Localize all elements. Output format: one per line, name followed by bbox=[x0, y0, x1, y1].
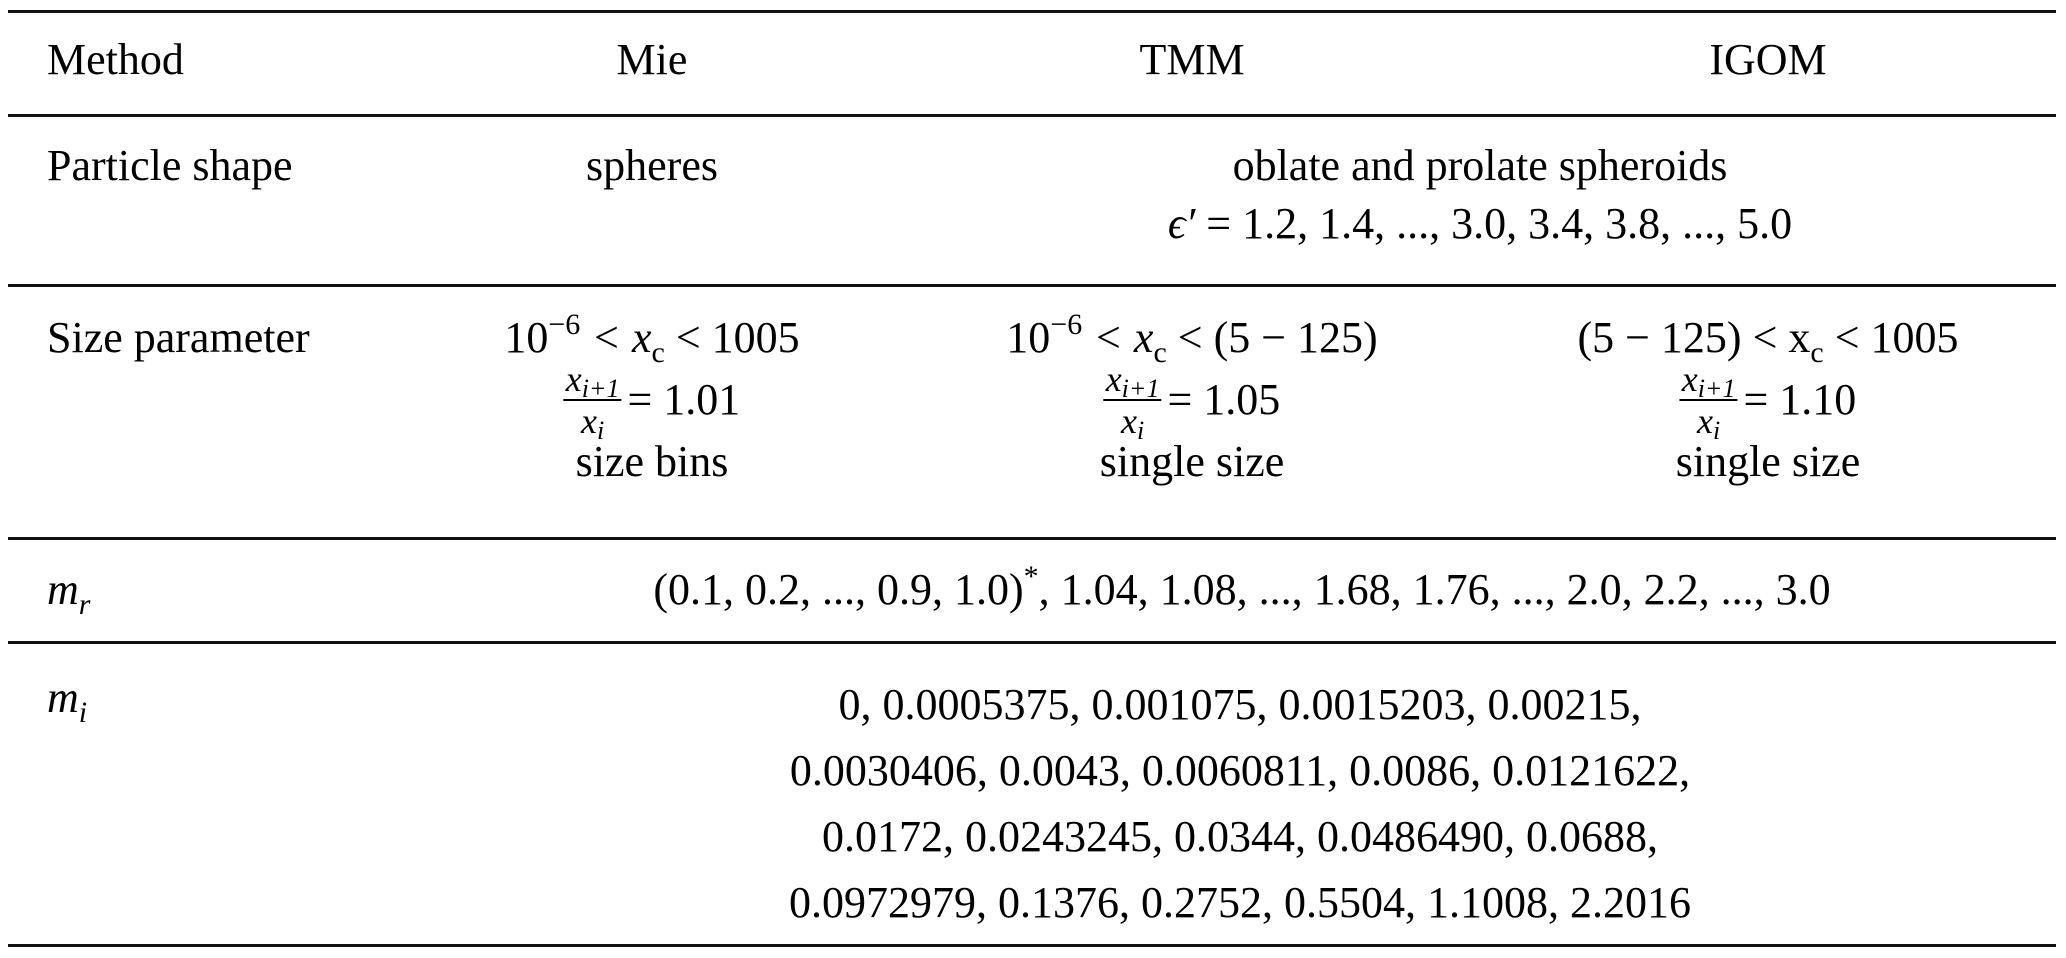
fraction-denominator: x bbox=[1120, 401, 1137, 441]
tmm-range: 10−6 < xc < (5 − 125) bbox=[1006, 310, 1378, 368]
fraction-numerator: x bbox=[1681, 359, 1698, 399]
header-igom: IGOM bbox=[1709, 35, 1827, 84]
top-rule bbox=[8, 10, 2056, 13]
ratio-fraction: xi+1 xi bbox=[563, 359, 622, 444]
numerator-subscript: i+1 bbox=[1121, 374, 1160, 403]
fraction-numerator: x bbox=[1105, 359, 1122, 399]
numerator-subscript: i+1 bbox=[581, 374, 620, 403]
size-rule bbox=[8, 537, 2056, 540]
epsilon-prime-symbol: ϵ′ bbox=[1167, 199, 1196, 248]
tmm-ratio: xi+1 xi = 1.05 bbox=[1006, 359, 1377, 444]
range-upper: < 1005 bbox=[664, 313, 800, 362]
range-variable: < x bbox=[1082, 313, 1154, 362]
denominator-subscript: i bbox=[1712, 416, 1721, 445]
bottom-rule bbox=[8, 944, 2056, 947]
m-symbol: m bbox=[47, 565, 79, 614]
m-i-line: 0, 0.0005375, 0.001075, 0.0015203, 0.002… bbox=[838, 680, 1642, 729]
aspect-ratio-values: ϵ′ = 1.2, 1.4, ..., 3.0, 3.4, 3.8, ..., … bbox=[1168, 198, 1792, 250]
shape-rule bbox=[8, 284, 2056, 287]
m-r-values-low: (0.1, 0.2, ..., 0.9, 1.0) bbox=[653, 565, 1024, 614]
particle-shape-mie: spheres bbox=[586, 141, 718, 190]
row-label-size-parameter: Size parameter bbox=[47, 313, 310, 362]
header-tmm: TMM bbox=[1139, 35, 1245, 84]
range-subscript: c bbox=[651, 336, 665, 369]
ratio-value: = 1.10 bbox=[1743, 375, 1857, 424]
spheroids-text: oblate and prolate spheroids bbox=[1232, 141, 1728, 190]
tmm-mode: single size bbox=[1099, 437, 1285, 486]
denominator-subscript: i bbox=[1136, 416, 1145, 445]
size-parameter-tmm: 10−6 < xc < (5 − 125) xi+1 xi = 1.05 sin… bbox=[1006, 310, 1378, 488]
footnote-star: * bbox=[1023, 560, 1039, 593]
ratio-fraction: xi+1 xi bbox=[1103, 359, 1162, 444]
range-variable: < x bbox=[580, 313, 652, 362]
range-upper: < (5 − 125) bbox=[1166, 313, 1378, 362]
row-label-particle-shape: Particle shape bbox=[47, 141, 293, 190]
mie-range: 10−6 < xc < 1005 bbox=[504, 310, 800, 368]
numerator-subscript: i+1 bbox=[1697, 374, 1736, 403]
range-exponent: −6 bbox=[1050, 308, 1083, 341]
mie-ratio: xi+1 xi = 1.01 bbox=[504, 359, 799, 444]
header-rule bbox=[8, 114, 2056, 117]
ratio-value: = 1.05 bbox=[1167, 375, 1281, 424]
range-upper: < 1005 bbox=[1823, 313, 1959, 362]
range-base: 10 bbox=[504, 313, 549, 362]
mr-rule bbox=[8, 641, 2056, 644]
denominator-subscript: i bbox=[596, 416, 605, 445]
ratio-fraction: xi+1 xi bbox=[1679, 359, 1738, 444]
m-r-values-high: , 1.04, 1.08, ..., 1.68, 1.76, ..., 2.0,… bbox=[1038, 565, 1831, 614]
range-subscript: c bbox=[1810, 336, 1824, 369]
igom-mode: single size bbox=[1675, 437, 1861, 486]
mie-mode: size bins bbox=[575, 437, 729, 486]
size-parameter-igom: (5 − 125) < xc < 1005 xi+1 xi = 1.10 sin… bbox=[1577, 312, 1958, 488]
m-symbol: m bbox=[47, 673, 79, 722]
m-r-values: (0.1, 0.2, ..., 0.9, 1.0)*, 1.04, 1.08, … bbox=[653, 562, 1831, 616]
m-i-line: 0.0172, 0.0243245, 0.0344, 0.0486490, 0.… bbox=[822, 812, 1658, 861]
fraction-denominator: x bbox=[1696, 401, 1713, 441]
range-base: 10 bbox=[1006, 313, 1051, 362]
i-subscript: i bbox=[78, 696, 88, 729]
header-method: Method bbox=[47, 35, 184, 84]
fraction-numerator: x bbox=[565, 359, 582, 399]
header-mie: Mie bbox=[616, 35, 688, 84]
igom-range: (5 − 125) < xc < 1005 bbox=[1577, 312, 1959, 368]
fraction-denominator: x bbox=[580, 401, 597, 441]
r-subscript: r bbox=[78, 588, 91, 621]
igom-ratio: xi+1 xi = 1.10 bbox=[1577, 359, 1958, 444]
range-exponent: −6 bbox=[548, 308, 581, 341]
row-label-m-i: mi bbox=[47, 672, 87, 728]
size-parameter-mie: 10−6 < xc < 1005 xi+1 xi = 1.01 size bin… bbox=[504, 310, 800, 488]
m-i-line: 0.0972979, 0.1376, 0.2752, 0.5504, 1.100… bbox=[789, 878, 1691, 927]
row-label-m-r: mr bbox=[47, 564, 90, 620]
ratio-value: = 1.01 bbox=[627, 375, 741, 424]
particle-shape-tmm-igom: oblate and prolate spheroids ϵ′ = 1.2, 1… bbox=[1168, 140, 1792, 250]
m-i-line: 0.0030406, 0.0043, 0.0060811, 0.0086, 0.… bbox=[789, 746, 1691, 795]
m-i-values: 0, 0.0005375, 0.001075, 0.0015203, 0.002… bbox=[789, 672, 1691, 936]
aspect-ratio-list: = 1.2, 1.4, ..., 3.0, 3.4, 3.8, ..., 5.0 bbox=[1206, 199, 1793, 248]
range-subscript: c bbox=[1153, 336, 1167, 369]
range-lower: (5 − 125) < x bbox=[1577, 313, 1811, 362]
